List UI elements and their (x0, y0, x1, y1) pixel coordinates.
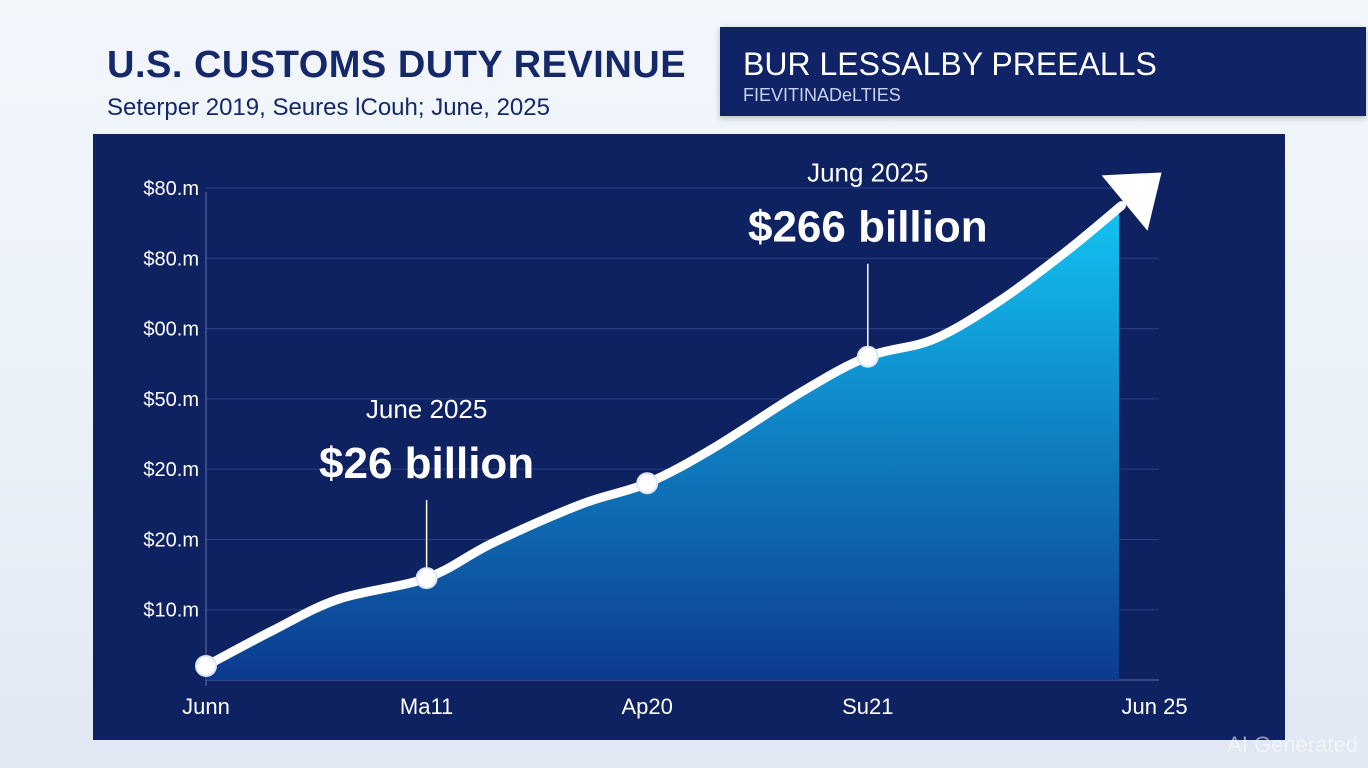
y-tick-label: $20.m (143, 529, 199, 551)
arrow-head (1101, 172, 1162, 231)
area-fill (206, 205, 1122, 680)
banner-title: BUR LESSALBY PREEALLS (743, 46, 1157, 82)
annotation-label: June 2025 (366, 394, 487, 424)
y-tick-label: $10.m (143, 600, 199, 622)
chart-subtitle: Seterper 2019, Seures lCouh; June, 2025 (107, 94, 550, 121)
x-tick-label: Ap20 (622, 694, 673, 719)
y-tick-label: $20.m (143, 459, 199, 481)
x-tick-label: Junn (182, 694, 230, 719)
data-point (856, 345, 879, 368)
y-tick-label: $00.m (143, 319, 199, 341)
x-tick-label: Su21 (842, 694, 893, 719)
data-point (415, 567, 438, 590)
chart-panel: $10.m $20.m $20.m $50.m $00.m $80.m $80.m Junn M… (93, 134, 1285, 740)
data-point (195, 654, 217, 677)
y-tick-label: $50.m (143, 389, 199, 411)
banner: BUR LESSALBY PREEALLS FIEVITINADeLTIES (720, 27, 1366, 116)
y-tick-label: $80.m (143, 248, 199, 270)
banner-subtitle: FIEVITINADeLTIES (743, 85, 901, 105)
y-tick-label: $80.m (143, 178, 199, 200)
watermark: AI Generated (1227, 732, 1358, 757)
x-tick-label: Jun 25 (1122, 694, 1188, 719)
annotation-value: $266 billion (748, 203, 988, 252)
chart-title: U.S. CUSTOMS DUTY REVINUE (107, 44, 687, 86)
x-tick-label: Ma11 (400, 694, 453, 719)
annotation-value: $26 billion (319, 439, 534, 488)
annotation-label: Jung 2025 (807, 158, 928, 188)
series-line (201, 201, 1126, 671)
data-point (636, 472, 659, 495)
chart-svg: $10.m $20.m $20.m $50.m $00.m $80.m $80.m Junn M… (93, 134, 1285, 740)
